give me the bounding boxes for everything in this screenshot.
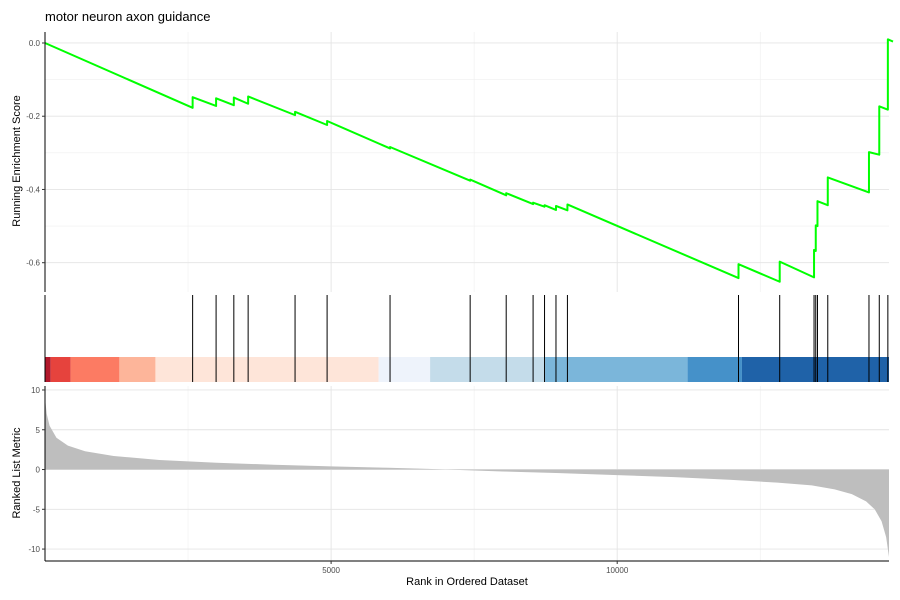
rank-color-band-7 xyxy=(545,357,688,382)
ranked-metric-area xyxy=(45,397,889,558)
chart-title: motor neuron axon guidance xyxy=(45,9,211,24)
rank-color-band-6 xyxy=(430,357,546,382)
rank-color-band-4 xyxy=(155,357,379,382)
rank-color-band-2 xyxy=(70,357,120,382)
ranked-metric-y-tick-label: 0 xyxy=(36,466,41,475)
running-score-y-tick-label: -0.4 xyxy=(26,185,40,194)
x-axis-label: Rank in Ordered Dataset xyxy=(406,576,528,588)
running-score-y-tick-label: -0.2 xyxy=(26,112,40,121)
rank-color-band-3 xyxy=(119,357,156,382)
running-enrichment-line xyxy=(44,38,894,283)
rank-color-band-1 xyxy=(50,357,71,382)
rank-color-band-8 xyxy=(687,357,742,382)
x-tick-label: 10000 xyxy=(606,566,629,575)
ranked-metric-y-tick-label: 10 xyxy=(31,386,40,395)
x-tick-label: 5000 xyxy=(322,566,340,575)
rank-color-band-5 xyxy=(378,357,431,382)
running-score-y-tick-label: 0.0 xyxy=(29,39,41,48)
rank-color-band-0 xyxy=(45,357,51,382)
ranked-metric-y-tick-label: -5 xyxy=(33,505,41,514)
ranked-metric-y-tick-label: -10 xyxy=(28,545,40,554)
ranked-metric-y-tick-label: 5 xyxy=(36,426,41,435)
running-score-y-tick-label: -0.6 xyxy=(26,259,40,268)
